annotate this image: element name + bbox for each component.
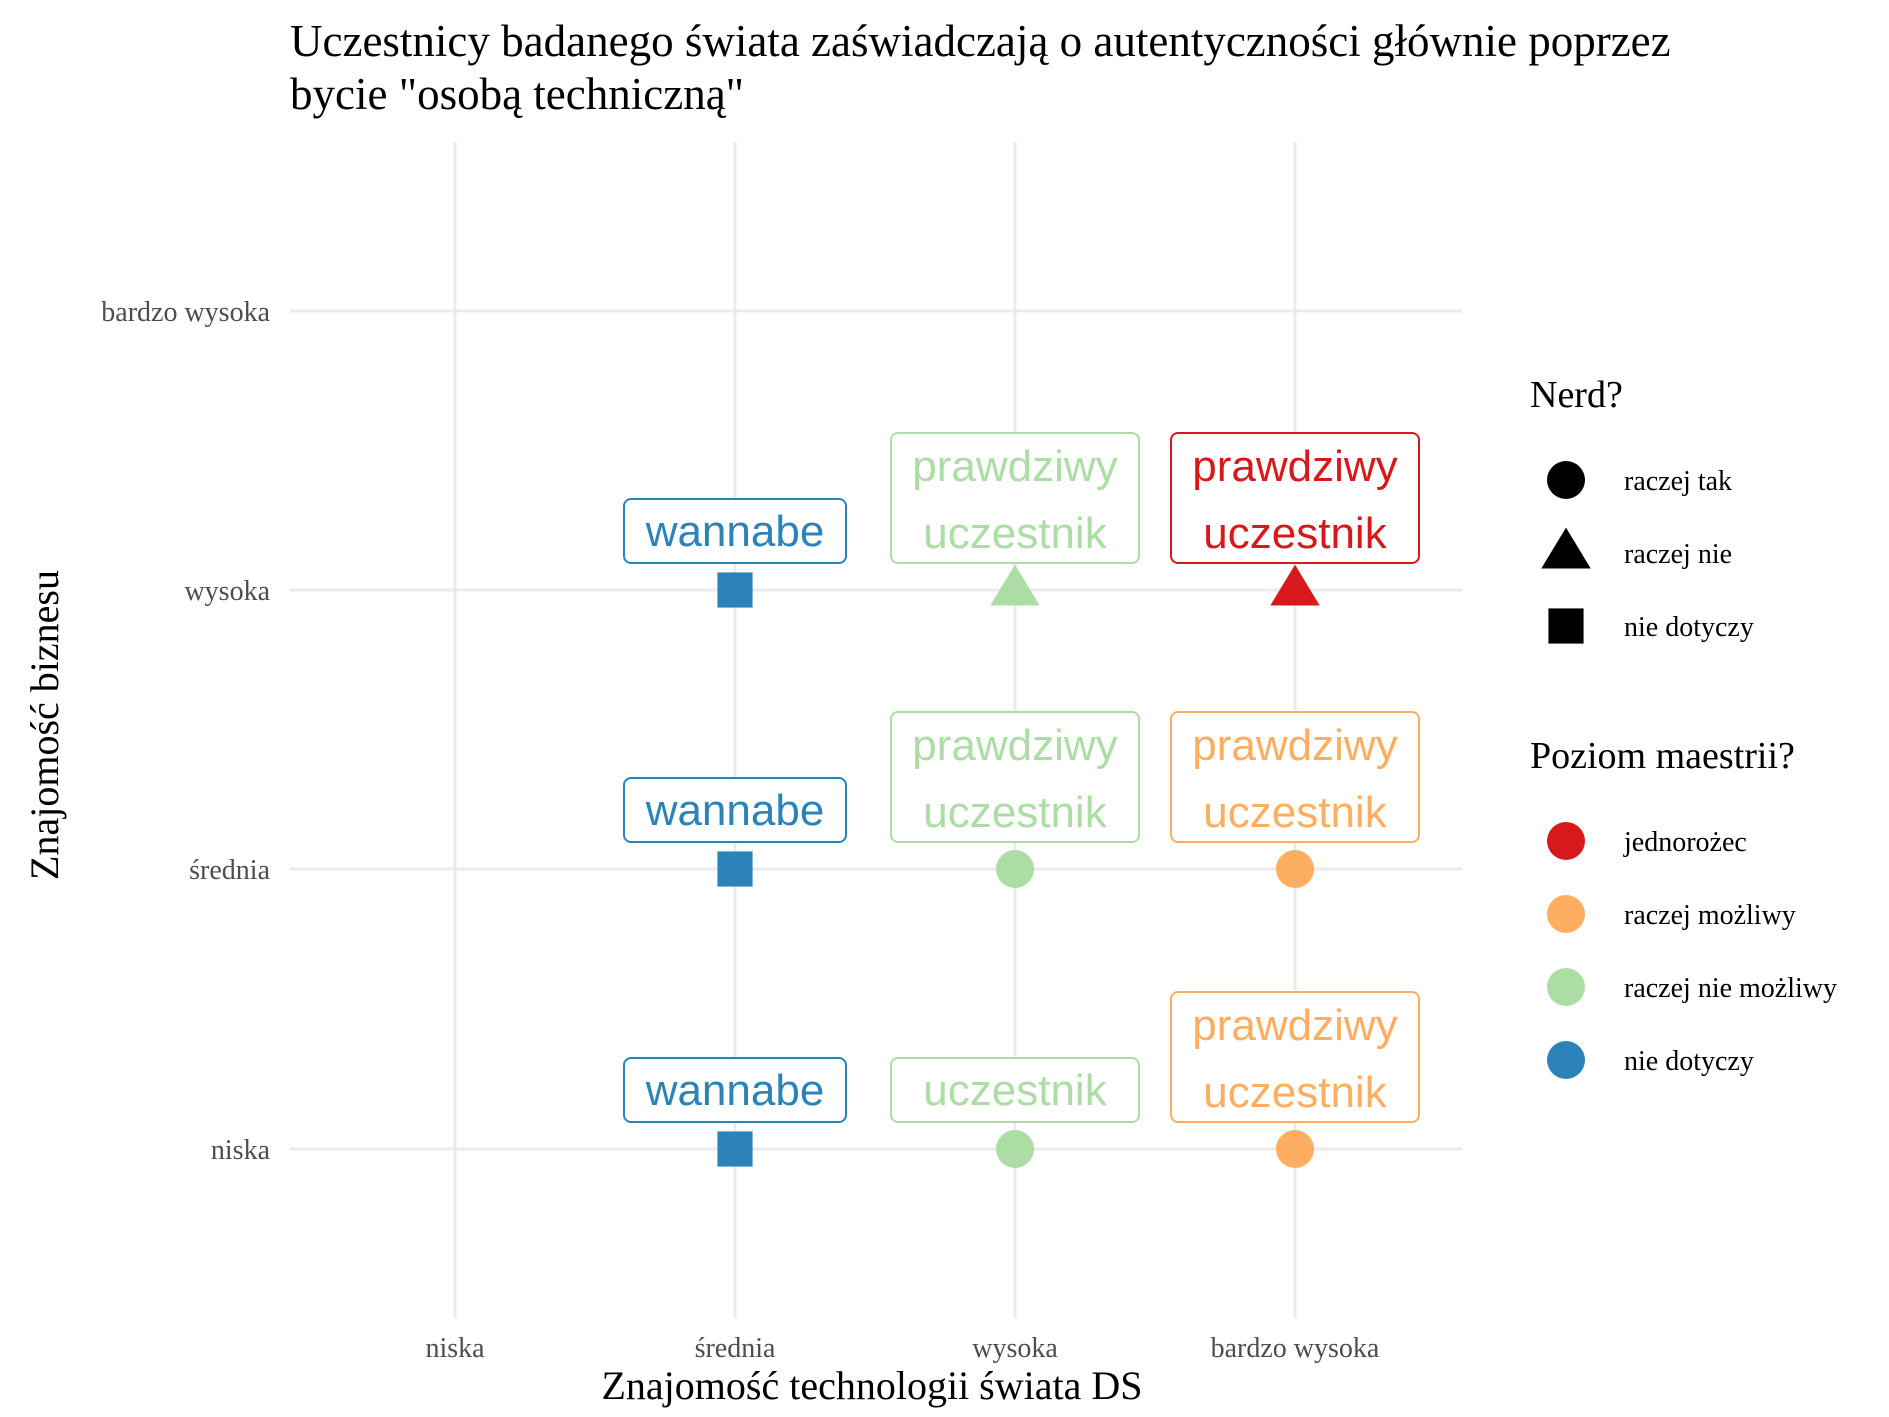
x-tick-label: średnia	[695, 1333, 776, 1364]
legend-key-color	[1547, 895, 1585, 933]
data-point-circle	[996, 1130, 1034, 1168]
legend-label: jednorożec	[1623, 827, 1747, 858]
x-tick-label: niska	[425, 1333, 485, 1364]
legend-title: Poziom maestrii?	[1530, 735, 1795, 777]
data-label: wannabe	[623, 1057, 847, 1123]
data-point-square	[717, 1131, 753, 1167]
data-label: wannabe	[623, 777, 847, 843]
data-labels: wannabe wannabe wannabe uczestnik prawdziwy u…	[623, 432, 1420, 1123]
data-label-box	[1170, 432, 1420, 564]
legend-label: raczej tak	[1624, 466, 1732, 497]
data-label: wannabe	[623, 498, 847, 564]
data-points	[717, 564, 1320, 1168]
legend-key-triangle	[1541, 527, 1591, 569]
y-tick-labels: niska średnia wysoka bardzo wysoka	[101, 297, 270, 1166]
data-label: uczestnik	[890, 1057, 1140, 1123]
legend-label: raczej możliwy	[1624, 900, 1796, 931]
title-line: Uczestnicy badanego świata zaświadczają …	[290, 16, 1671, 66]
y-axis-label: Znajomość biznesu	[22, 570, 67, 880]
data-label-text: uczestnik	[1203, 1068, 1387, 1117]
data-label-text: wannabe	[645, 507, 825, 556]
legend-key-circle	[1547, 461, 1585, 499]
y-tick-label: średnia	[189, 855, 270, 886]
data-label-text: uczestnik	[923, 1066, 1107, 1115]
x-tick-labels: niska średnia wysoka bardzo wysoka	[425, 1333, 1379, 1364]
data-point-triangle	[1270, 564, 1320, 606]
legend-label: raczej nie możliwy	[1624, 973, 1837, 1004]
y-tick-label: niska	[211, 1135, 271, 1166]
data-point-circle	[1276, 1130, 1314, 1168]
data-label-box	[623, 498, 847, 564]
title-line: bycie "osobą techniczną"	[290, 69, 744, 119]
chart-title: Uczestnicy badanego świata zaświadczają …	[290, 16, 1671, 119]
legend-label: nie dotyczy	[1624, 612, 1754, 643]
legend-mastery: Poziom maestrii? jednorożec raczej możliwy…	[1530, 735, 1837, 1079]
data-label-box	[890, 711, 1140, 843]
data-label-box	[1170, 991, 1420, 1123]
data-point-triangle	[990, 564, 1040, 606]
data-label-box	[1170, 711, 1420, 843]
data-label-text: prawdziwy	[912, 442, 1117, 491]
legend-title: Nerd?	[1530, 374, 1623, 416]
data-point-square	[717, 572, 753, 608]
data-point-circle	[1276, 850, 1314, 888]
data-label-box	[890, 432, 1140, 564]
data-label-text: wannabe	[645, 1066, 825, 1115]
y-tick-label: wysoka	[184, 576, 270, 607]
data-label-text: prawdziwy	[1192, 721, 1397, 770]
data-label: prawdziwy uczestnik	[1170, 711, 1420, 843]
data-label-text: uczestnik	[923, 509, 1107, 558]
data-label-text: uczestnik	[1203, 509, 1387, 558]
data-label-box	[623, 777, 847, 843]
data-label-text: prawdziwy	[912, 721, 1117, 770]
data-label-text: prawdziwy	[1192, 442, 1397, 491]
x-axis-label: Znajomość technologii świata DS	[601, 1363, 1142, 1408]
data-label-text: uczestnik	[923, 788, 1107, 837]
data-label-text: uczestnik	[1203, 788, 1387, 837]
data-label-box	[623, 1057, 847, 1123]
data-label-text: wannabe	[645, 786, 825, 835]
y-tick-label: bardzo wysoka	[101, 297, 270, 328]
legend-label: raczej nie	[1624, 539, 1732, 570]
data-label-text: prawdziwy	[1192, 1001, 1397, 1050]
data-label: prawdziwy uczestnik	[1170, 432, 1420, 564]
legend-key-square	[1548, 608, 1584, 644]
legend-label: nie dotyczy	[1624, 1046, 1754, 1077]
x-tick-label: wysoka	[972, 1333, 1058, 1364]
data-label-box	[890, 1057, 1140, 1123]
data-label: prawdziwy uczestnik	[890, 711, 1140, 843]
legend-key-color	[1547, 1041, 1585, 1079]
data-label: prawdziwy uczestnik	[1170, 991, 1420, 1123]
legend-key-color	[1547, 822, 1585, 860]
legend-nerd: Nerd? raczej tak raczej nie nie dotyczy	[1530, 374, 1754, 644]
legend-key-color	[1547, 968, 1585, 1006]
x-tick-label: bardzo wysoka	[1211, 1333, 1380, 1364]
data-label: prawdziwy uczestnik	[890, 432, 1140, 564]
data-point-square	[717, 851, 753, 887]
data-point-circle	[996, 850, 1034, 888]
